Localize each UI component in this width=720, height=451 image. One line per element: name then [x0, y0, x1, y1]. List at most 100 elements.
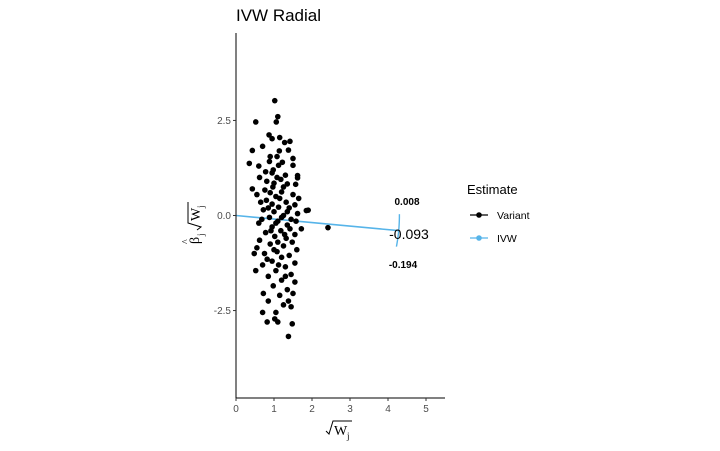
variant-point — [275, 204, 282, 210]
variant-point — [282, 264, 289, 270]
variant-point — [271, 233, 278, 240]
variant-point — [288, 271, 294, 278]
variant-point — [278, 214, 285, 221]
variant-point — [264, 319, 270, 325]
variant-point — [251, 250, 258, 257]
x-tick-label: 0 — [233, 404, 239, 415]
variant-point — [267, 153, 274, 160]
variant-point — [259, 262, 266, 268]
ivw-lower-label: -0.194 — [389, 260, 418, 271]
variant-point — [275, 239, 281, 245]
legend-item-variant: Variant — [470, 210, 530, 222]
variant-point — [290, 290, 296, 297]
legend-item-ivw: IVW — [470, 233, 517, 245]
variant-point — [256, 174, 263, 181]
variant-point — [269, 201, 275, 207]
variant-point — [259, 216, 265, 223]
variant-point — [278, 277, 285, 283]
svg-text:W: W — [334, 424, 348, 439]
variant-point — [294, 246, 300, 253]
variant-point — [270, 167, 277, 173]
x-tick-label: 2 — [309, 404, 315, 415]
variant-point — [275, 162, 282, 169]
x-tick-label: 1 — [271, 404, 277, 415]
variant-point — [254, 245, 260, 251]
variant-point — [273, 119, 280, 125]
x-tick-label: 3 — [347, 404, 353, 415]
variant-point — [260, 290, 267, 297]
variant-point — [266, 214, 273, 221]
variant-point — [285, 333, 292, 340]
variant-point — [252, 119, 259, 125]
variant-point — [271, 180, 277, 186]
variant-point — [280, 184, 287, 190]
variant-point — [290, 191, 296, 198]
legend: Estimate Variant IVW — [467, 182, 530, 245]
variant-point — [249, 186, 256, 192]
legend-label-variant: Variant — [497, 210, 530, 222]
variant-point — [261, 250, 268, 257]
variant-point — [280, 243, 287, 249]
variant-point — [298, 226, 305, 232]
variant-point — [265, 205, 272, 211]
variant-point — [263, 178, 270, 185]
variant-point — [292, 181, 299, 188]
variant-point — [275, 319, 281, 325]
variant-point — [270, 283, 277, 289]
variant-point — [275, 262, 282, 268]
variant-point — [280, 302, 287, 308]
variant-point — [257, 199, 264, 205]
variant-point — [265, 298, 272, 304]
variant-point — [249, 147, 256, 154]
svg-text:β: β — [188, 237, 203, 244]
variant-point — [269, 135, 275, 142]
variant-point — [281, 139, 288, 146]
legend-key-variant-point — [476, 212, 482, 218]
variant-point — [278, 176, 284, 183]
variant-point — [283, 199, 289, 205]
variant-point — [292, 202, 298, 208]
variant-point — [284, 208, 291, 215]
y-tick-label: -2.5 — [214, 306, 232, 317]
variant-point — [271, 246, 277, 253]
points-layer — [246, 97, 331, 340]
ivw-ci-arc — [395, 214, 401, 247]
variant-point — [262, 168, 269, 175]
variant-point — [265, 273, 272, 280]
variant-point — [281, 231, 288, 238]
variant-point — [286, 252, 293, 259]
variant-point — [246, 160, 253, 167]
variant-point — [274, 153, 280, 160]
ivw-upper-label: 0.008 — [394, 197, 419, 208]
variant-point — [264, 256, 270, 263]
variant-point — [290, 155, 296, 162]
y-tick-label: 0.0 — [217, 211, 231, 222]
chart-title: IVW Radial — [236, 6, 321, 25]
variant-point — [255, 220, 262, 226]
variant-point — [282, 172, 289, 178]
legend-key-ivw-point — [476, 235, 482, 241]
variant-point — [276, 195, 283, 202]
variant-point — [288, 216, 294, 223]
variant-point — [285, 147, 292, 153]
y-tick-label: 2.5 — [217, 116, 231, 127]
variant-point — [256, 237, 263, 244]
variant-point — [278, 227, 284, 234]
variant-point — [266, 158, 273, 165]
variant-point — [292, 231, 298, 238]
variant-point — [254, 191, 260, 198]
variant-point — [267, 189, 274, 196]
variant-point — [289, 321, 296, 327]
variant-point — [259, 143, 266, 150]
variant-point — [252, 267, 259, 274]
variant-point — [284, 286, 291, 293]
x-tick-label: 4 — [385, 404, 391, 415]
variant-point — [266, 132, 272, 138]
variant-point — [259, 309, 266, 316]
variant-point — [275, 113, 281, 120]
variant-point — [292, 279, 298, 285]
variant-point — [271, 208, 277, 215]
x-axis-ticks: 0 1 2 3 4 5 — [233, 398, 429, 415]
y-axis-title: β ^ j W j — [181, 202, 206, 244]
